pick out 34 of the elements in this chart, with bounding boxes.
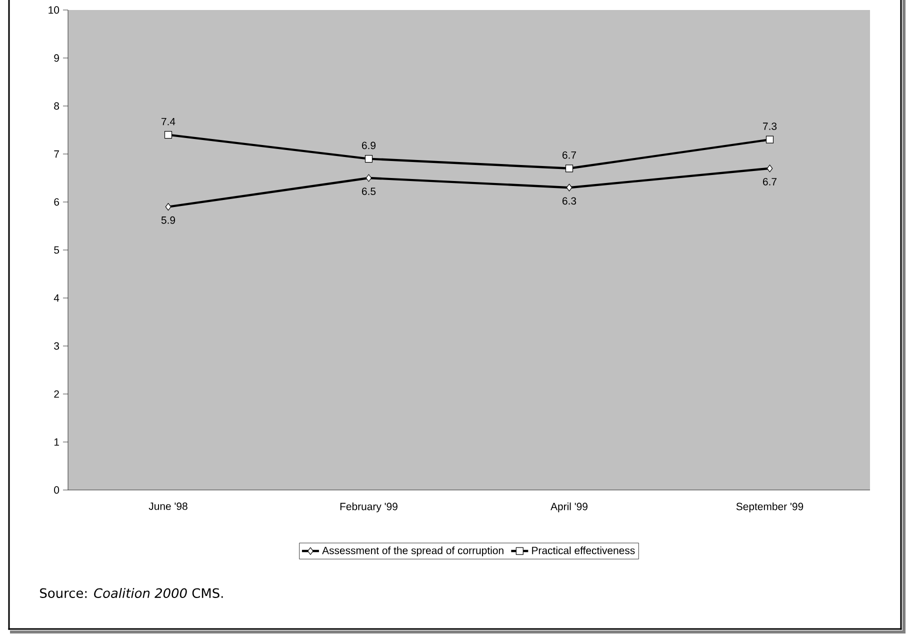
point xyxy=(366,174,372,182)
data-label: 7.4 xyxy=(162,118,176,126)
point xyxy=(566,184,572,192)
x-tick-label: April '99 xyxy=(550,502,588,512)
data-label: 6.5 xyxy=(362,188,376,196)
y-tick-label: 0 xyxy=(54,486,60,494)
point xyxy=(364,154,373,163)
y-tick-label: 5 xyxy=(54,246,60,254)
x-tick-label: February '99 xyxy=(340,502,398,512)
point xyxy=(165,202,172,211)
data-label: 5.9 xyxy=(161,216,176,224)
x-tick-label: September '99 xyxy=(736,502,804,512)
y-tick-label: 3 xyxy=(54,342,60,350)
point xyxy=(565,164,574,172)
data-label: 6.3 xyxy=(562,197,576,205)
y-tick-label: 7 xyxy=(54,150,59,158)
y-tick-label: 9 xyxy=(54,54,59,62)
data-label: 6.9 xyxy=(362,142,376,150)
y-tick-label: 1 xyxy=(54,438,59,446)
legend-label: Practical effectiveness xyxy=(532,546,635,554)
point xyxy=(766,136,774,144)
data-label: 6.7 xyxy=(763,178,776,186)
source-note: Source: Coalition 2000 CMS. xyxy=(40,588,223,598)
y-tick-label: 4 xyxy=(54,294,60,302)
point xyxy=(766,164,773,172)
y-tick-label: 8 xyxy=(54,102,60,110)
data-label: 7.3 xyxy=(763,122,777,130)
point xyxy=(164,130,172,139)
y-tick-label: 2 xyxy=(54,390,59,398)
data-label: 6.7 xyxy=(562,151,576,159)
legend-label: Assessment of the spread of corruption xyxy=(322,546,504,556)
y-tick-label: 10 xyxy=(48,6,60,14)
y-tick-label: 6 xyxy=(54,198,60,206)
x-tick-label: June '98 xyxy=(148,502,188,510)
